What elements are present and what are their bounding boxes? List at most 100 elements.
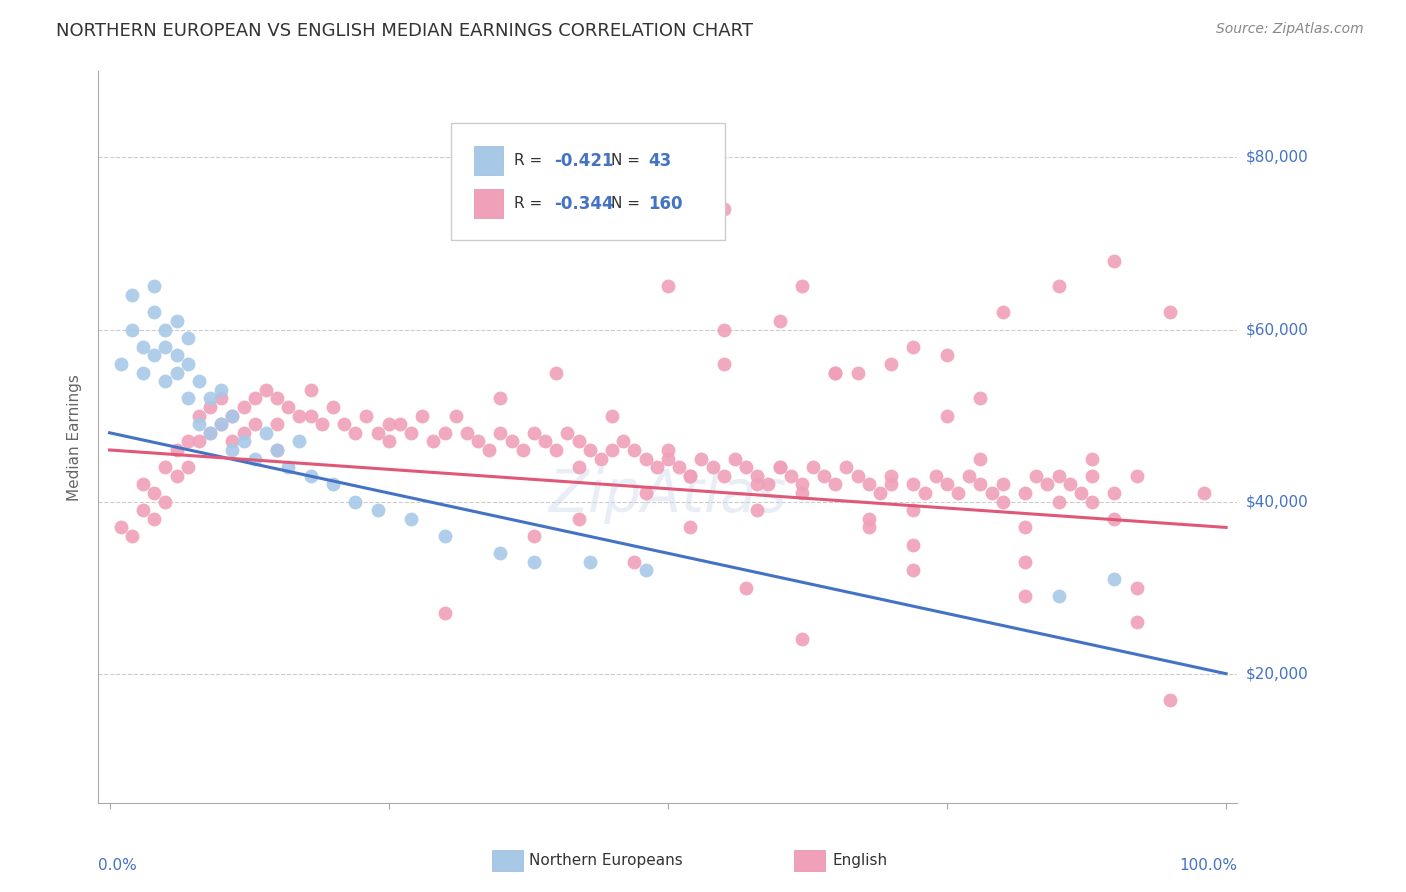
Text: N =: N = — [612, 196, 645, 211]
Point — [1036, 477, 1059, 491]
Point — [266, 442, 288, 457]
Point — [1059, 477, 1081, 491]
Point — [399, 425, 422, 440]
Point — [254, 425, 277, 440]
Point — [903, 477, 925, 491]
Point — [768, 460, 790, 475]
Point — [969, 451, 991, 466]
Point — [880, 468, 903, 483]
Text: Northern Europeans: Northern Europeans — [529, 854, 682, 868]
Point — [143, 305, 166, 319]
Point — [489, 546, 512, 560]
Point — [991, 305, 1014, 319]
Point — [143, 348, 166, 362]
Text: 0.0%: 0.0% — [98, 858, 138, 872]
Point — [813, 468, 835, 483]
Point — [166, 366, 188, 380]
Point — [534, 434, 557, 449]
Point — [1014, 486, 1036, 500]
Point — [790, 477, 813, 491]
Point — [523, 425, 546, 440]
Point — [634, 486, 657, 500]
Point — [702, 460, 724, 475]
Point — [243, 392, 266, 406]
Point — [914, 486, 936, 500]
Point — [209, 417, 232, 432]
Point — [824, 477, 846, 491]
Point — [132, 366, 155, 380]
Text: English: English — [832, 854, 887, 868]
Point — [991, 477, 1014, 491]
Point — [177, 434, 200, 449]
Point — [623, 555, 645, 569]
Point — [936, 477, 959, 491]
Point — [645, 460, 668, 475]
Point — [489, 392, 512, 406]
Point — [232, 425, 254, 440]
Point — [634, 219, 657, 234]
Text: $20,000: $20,000 — [1246, 666, 1309, 681]
Point — [835, 460, 858, 475]
Point — [600, 442, 623, 457]
Point — [333, 417, 356, 432]
Point — [221, 409, 243, 423]
Point — [177, 460, 200, 475]
Point — [155, 340, 177, 354]
Point — [198, 425, 221, 440]
Text: ZipAtlas: ZipAtlas — [548, 467, 787, 524]
Point — [399, 512, 422, 526]
Point — [756, 477, 779, 491]
Point — [288, 434, 311, 449]
Point — [512, 442, 534, 457]
Point — [277, 460, 299, 475]
Point — [1047, 468, 1070, 483]
Point — [567, 460, 589, 475]
Point — [858, 477, 880, 491]
Point — [221, 434, 243, 449]
Text: 100.0%: 100.0% — [1180, 858, 1237, 872]
Point — [143, 486, 166, 500]
Bar — [474, 146, 503, 175]
Point — [187, 374, 209, 388]
Point — [121, 322, 143, 336]
Point — [1159, 692, 1181, 706]
Point — [869, 486, 891, 500]
Point — [232, 434, 254, 449]
Point — [166, 442, 188, 457]
Point — [187, 417, 209, 432]
Point — [690, 451, 713, 466]
Point — [824, 366, 846, 380]
Bar — [474, 189, 503, 219]
Point — [634, 451, 657, 466]
Point — [679, 468, 702, 483]
Point — [132, 503, 155, 517]
Point — [388, 417, 411, 432]
Point — [377, 434, 399, 449]
Point — [768, 460, 790, 475]
Point — [747, 477, 769, 491]
FancyBboxPatch shape — [451, 122, 725, 240]
Point — [433, 425, 456, 440]
Point — [444, 409, 467, 423]
Point — [478, 442, 501, 457]
Point — [657, 451, 679, 466]
Point — [523, 555, 546, 569]
Text: 160: 160 — [648, 194, 683, 212]
Point — [299, 383, 322, 397]
Point — [946, 486, 969, 500]
Point — [467, 434, 489, 449]
Point — [801, 460, 824, 475]
Point — [155, 322, 177, 336]
Point — [969, 392, 991, 406]
Point — [155, 374, 177, 388]
Point — [936, 348, 959, 362]
Point — [422, 434, 444, 449]
Point — [657, 279, 679, 293]
Point — [623, 442, 645, 457]
Point — [177, 357, 200, 371]
Point — [1014, 555, 1036, 569]
Point — [132, 340, 155, 354]
Point — [322, 477, 344, 491]
Point — [1104, 486, 1126, 500]
Text: N =: N = — [612, 153, 645, 168]
